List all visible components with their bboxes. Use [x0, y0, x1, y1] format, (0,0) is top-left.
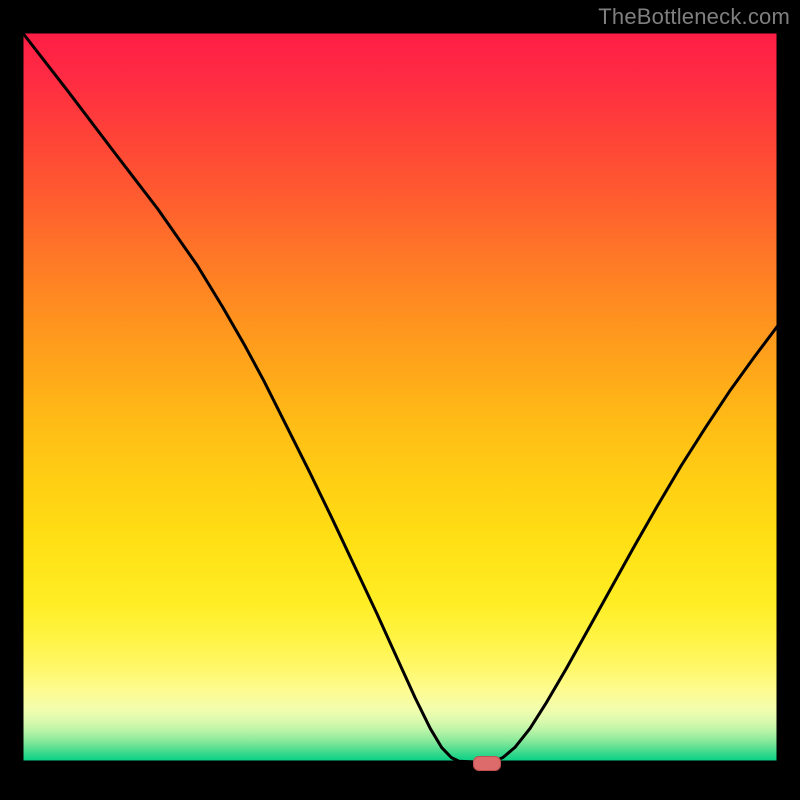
- chart-background: [22, 32, 778, 762]
- bottleneck-chart: [0, 0, 800, 800]
- watermark-text: TheBottleneck.com: [598, 4, 790, 30]
- selected-point-marker: [473, 756, 501, 771]
- chart-container: TheBottleneck.com: [0, 0, 800, 800]
